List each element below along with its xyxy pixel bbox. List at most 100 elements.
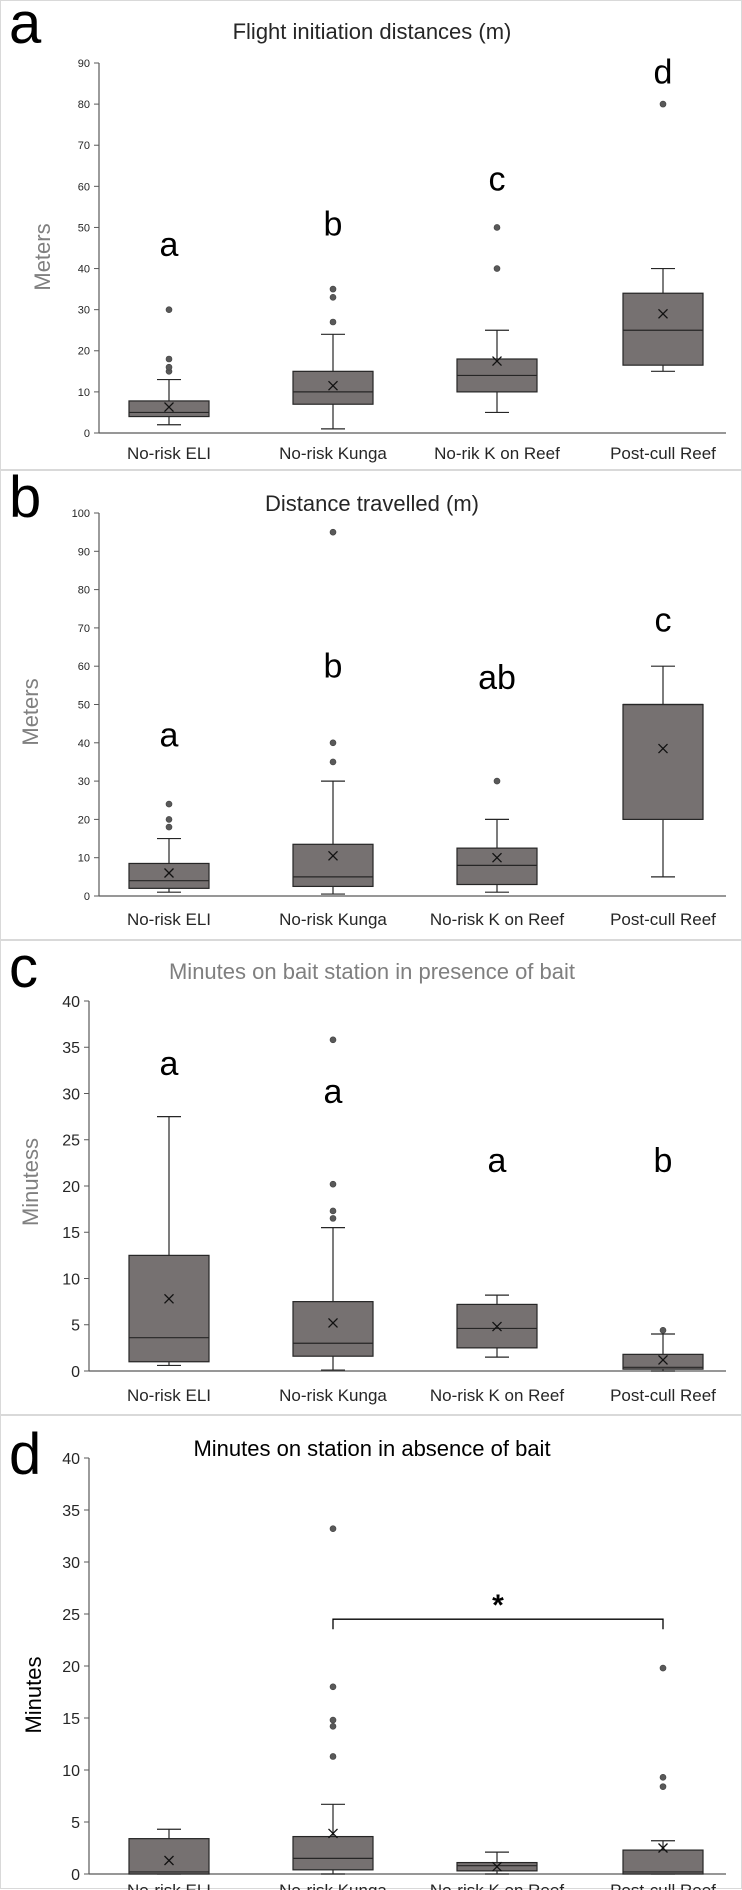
panel-title-a: Flight initiation distances (m) — [232, 19, 512, 44]
box-2 — [456, 224, 538, 414]
y-tick-label: 15 — [62, 1225, 80, 1242]
y-tick-label: 70 — [78, 140, 90, 152]
box-0 — [128, 306, 210, 426]
mean-marker — [164, 1855, 174, 1866]
y-tick-label: 35 — [62, 1040, 80, 1057]
category-label: Post-cull Reef — [610, 444, 716, 463]
box-3 — [622, 100, 704, 372]
outlier-point — [329, 1753, 337, 1760]
significance-letter: a — [160, 226, 179, 264]
y-tick-label: 70 — [78, 623, 90, 635]
significance-asterisk: * — [492, 1589, 504, 1622]
box-iqr — [622, 1353, 704, 1370]
box-iqr — [622, 1849, 704, 1875]
y-tick-label: 50 — [78, 699, 90, 711]
boxplot-a: 0 10 20 30 40 50 60 70 80 90 No-risk ELI No-risk Ku… — [78, 54, 726, 463]
box-3 — [622, 1664, 704, 1875]
mean-marker — [328, 850, 338, 861]
y-tick-label: 0 — [71, 1364, 80, 1381]
boxplot-d: 0 5 10 15 20 25 30 35 40 No-risk ELI No-risk Kunga… — [62, 1451, 726, 1890]
box-iqr — [128, 1254, 210, 1363]
outlier-point — [329, 758, 337, 766]
outlier-point — [165, 816, 173, 823]
mean-marker — [328, 380, 338, 391]
y-tick-label: 80 — [78, 99, 90, 111]
box-1 — [292, 1036, 374, 1371]
y-tick-label: 15 — [62, 1711, 80, 1728]
y-tick-label: 80 — [78, 585, 90, 597]
significance-letter: a — [160, 717, 179, 755]
y-tick-label: 10 — [62, 1763, 80, 1780]
mean-marker — [328, 1828, 338, 1839]
outlier-point — [165, 823, 173, 831]
category-label: No-risk K on Reef — [430, 910, 564, 929]
outlier-point — [165, 363, 173, 371]
y-tick-label: 30 — [78, 305, 90, 317]
box-iqr — [128, 400, 210, 418]
outlier-point — [659, 1664, 667, 1672]
box-0 — [128, 1116, 210, 1367]
outlier-point — [329, 1525, 337, 1533]
y-tick-label: 0 — [71, 1867, 80, 1884]
y-tick-label: 20 — [62, 1179, 80, 1196]
y-tick-label: 20 — [62, 1659, 80, 1676]
outlier-point — [329, 318, 337, 326]
outlier-point — [165, 355, 173, 363]
category-label: Post-cull Reef — [610, 910, 716, 929]
y-tick-label: 100 — [72, 508, 90, 520]
y-tick-label: 20 — [78, 814, 90, 826]
mean-marker — [492, 356, 502, 367]
mean-marker — [164, 402, 174, 413]
y-tick-label: 35 — [62, 1503, 80, 1520]
y-tick-label: 10 — [78, 387, 90, 399]
box-2 — [456, 777, 538, 893]
box-1 — [292, 528, 374, 895]
mean-marker — [328, 1317, 338, 1328]
panel-a: a Flight initiation distances (m) Meters… — [0, 0, 742, 470]
box-3 — [622, 1326, 704, 1372]
panel-title-c: Minutes on bait station in presence of b… — [168, 959, 576, 984]
outlier-point — [659, 1326, 667, 1334]
outlier-point — [329, 739, 337, 747]
y-tick-label: 40 — [62, 1451, 80, 1468]
category-label: Post-cull Reef — [610, 1881, 716, 1890]
outlier-point — [329, 528, 337, 536]
box-0 — [128, 1828, 210, 1875]
panel-d: d Minutes on station in absence of bait … — [0, 1415, 742, 1890]
category-label: Post-cull Reef — [610, 1386, 716, 1405]
panel-title-b: Distance travelled (m) — [265, 491, 479, 516]
box-3 — [622, 665, 704, 878]
panel-letter-d: d — [9, 1422, 42, 1487]
category-label: No-risk ELI — [127, 1386, 211, 1405]
outlier-point — [659, 1773, 667, 1781]
outlier-point — [493, 777, 501, 785]
category-label: No-risk Kunga — [279, 1881, 387, 1890]
box-iqr — [456, 847, 538, 886]
category-label: No-risk ELI — [127, 444, 211, 463]
significance-letter: b — [324, 206, 343, 244]
box-iqr — [128, 1838, 210, 1875]
category-label: No-risk ELI — [127, 1881, 211, 1890]
significance-letter: c — [489, 160, 506, 198]
category-label: No-risk Kunga — [279, 444, 387, 463]
mean-marker — [492, 1321, 502, 1332]
mean-marker — [164, 868, 174, 878]
y-tick-label: 30 — [62, 1555, 80, 1572]
y-tick-label: 0 — [84, 428, 90, 440]
y-tick-label: 25 — [62, 1607, 80, 1624]
outlier-point — [329, 285, 337, 293]
significance-letter: a — [160, 1045, 179, 1083]
box-0 — [128, 800, 210, 893]
outlier-point — [329, 1723, 337, 1730]
panel-title-d: Minutes on station in absence of bait — [193, 1436, 551, 1461]
category-label: No-risk K on Reef — [430, 1386, 564, 1405]
significance-letter: ab — [478, 659, 516, 697]
significance-letter: a — [488, 1142, 507, 1180]
y-tick-label: 30 — [78, 776, 90, 788]
panel-letter-c: c — [9, 935, 38, 1000]
category-label: No-risk Kunga — [279, 1386, 387, 1405]
box-1 — [292, 1525, 374, 1875]
mean-marker — [492, 1861, 502, 1872]
box-iqr — [292, 370, 374, 405]
